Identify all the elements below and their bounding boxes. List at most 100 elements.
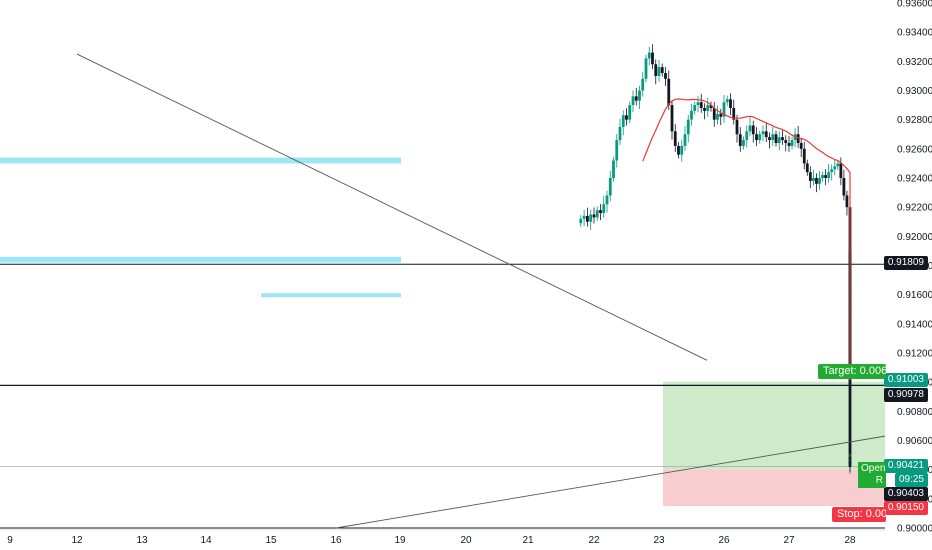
candle-body [768,137,771,141]
candle-body [625,115,628,120]
candle-body [738,134,742,146]
candle-body [777,137,781,143]
candle-body [599,210,602,213]
price-tick-label: 0.92200 [897,203,932,214]
time-axis[interactable]: 9 12 13 14 15 16 19 20 21 22 23 26 27 28 [0,529,885,546]
candle-body [712,108,716,120]
open-tag-sub: R [875,475,883,486]
candle-body [827,172,831,178]
candle-body [709,105,713,108]
candle-body [735,119,739,135]
candle-body [595,210,599,218]
candle-body [824,175,827,178]
target-price-label: 0.91003 [883,373,928,387]
time-tick-label: 13 [136,535,148,546]
candle-body [654,64,658,76]
candle-body [796,134,800,143]
demand-zone-2 [0,256,401,263]
candle-body [784,140,788,143]
candle-body [670,105,674,132]
candle-body [677,145,680,155]
candle-body [745,131,749,141]
candle-body [729,99,732,108]
candle-body [618,126,622,141]
candle-body [592,214,596,218]
trendline-1 [76,53,708,361]
time-tick-label: 21 [522,535,534,546]
time-tick-label: 23 [653,535,665,546]
resistance-price-label: 0.91809 [883,256,928,270]
candle-body [716,113,719,120]
candle-body [615,140,619,161]
trendlines[interactable] [76,53,886,529]
entry-price-label: 0.90403 [883,487,928,501]
time-tick-label: 26 [718,535,730,546]
candle-body [722,102,726,117]
candle-body [719,113,723,117]
candle-body [848,465,852,467]
time-tick-label: 19 [394,535,406,546]
candle-body [699,102,703,108]
time-tick-label: 27 [783,535,795,546]
time-tick-label: 9 [7,535,13,546]
time-tick-label: 20 [460,535,472,546]
moving-average-line [642,98,851,381]
candle-body [602,204,606,213]
candle-body [673,131,677,146]
candle-body [612,160,615,178]
price-tick-label: 0.92400 [897,174,932,185]
candle-body [781,137,784,141]
candle-body [683,134,687,146]
demand-zone-1 [0,157,401,164]
candle-body [839,163,843,178]
open-position-tag[interactable]: Open R [858,462,886,488]
target-area[interactable] [663,381,885,470]
candle-body [667,78,671,106]
long-position-tool[interactable] [663,381,885,507]
candle-body [845,195,849,208]
candle-body [641,78,645,91]
price-tick-label: 0.91200 [897,349,932,360]
candle-body [802,148,806,164]
candle-body [605,195,609,205]
candle-body [818,178,821,184]
candle-body [848,396,852,441]
candle-body [833,166,837,170]
candle-body [647,52,651,59]
horizontal-levels[interactable] [0,263,885,529]
candle-body [808,172,812,181]
candle-body [621,115,625,127]
candle-body [608,178,612,196]
candle-body [628,105,632,120]
candle-body [686,119,690,135]
support-price-label: 0.90978 [883,388,928,402]
candle-body [790,140,794,146]
price-tick-label: 0.92800 [897,115,932,126]
candle-body [805,163,809,173]
price-tick-label: 0.93600 [897,0,932,10]
stop-tag[interactable]: Stop: 0.001 [832,507,886,522]
candle-body [696,102,700,106]
candle-body [842,178,846,196]
time-tick-label: 14 [200,535,212,546]
candle-body [638,90,641,101]
time-tick-label: 22 [588,535,600,546]
trendline-2 [335,435,886,529]
candle-body [703,108,706,111]
candle-body [732,108,736,120]
target-tag[interactable]: Target: 0.0060 [818,364,886,379]
candle-body [579,218,583,224]
current-price-label: 0.90421 [883,459,928,473]
price-tick-label: 0.92000 [897,232,932,243]
candle-body [589,214,593,222]
candle-body [651,52,654,65]
candle-body [706,105,710,111]
candle-body [821,175,824,178]
stop-area[interactable] [663,469,885,507]
candle-body [774,134,778,143]
price-tick-label: 0.93000 [897,86,932,97]
candle-body [644,58,648,79]
candle-body [657,67,661,76]
candle-body [755,134,758,141]
